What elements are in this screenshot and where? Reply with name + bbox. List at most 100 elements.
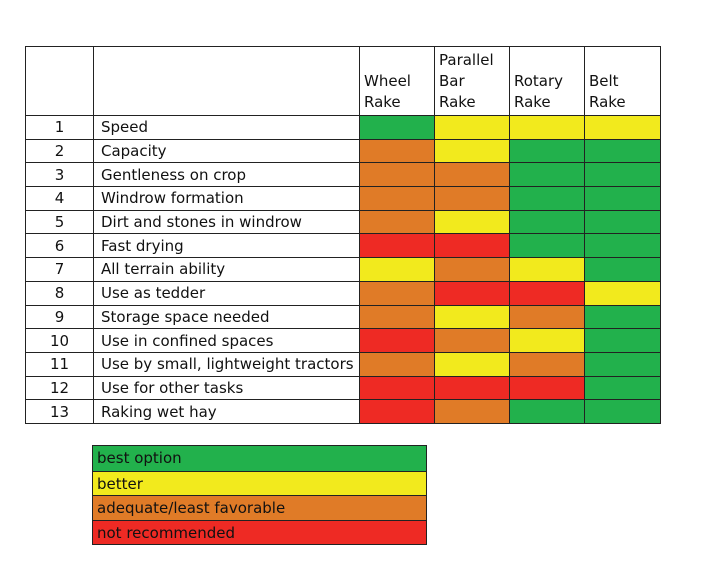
- header-row: Wheel Rake Parallel Bar Rake Rotary Rake…: [25, 46, 661, 116]
- factor-label: Dirt and stones in windrow: [93, 209, 360, 235]
- table-body: 1 Speed 2 Capacity 3 Gentleness on crop 4 Windr…: [25, 115, 661, 424]
- row-number: 11: [25, 351, 94, 377]
- header-line: Rake: [439, 93, 476, 111]
- rating-cell-wheel: [359, 162, 435, 188]
- table-row: 12 Use for other tasks: [25, 375, 661, 401]
- header-line: Belt: [589, 72, 619, 90]
- rating-cell-parallel: [434, 209, 510, 235]
- rating-cell-wheel: [359, 375, 435, 401]
- color-legend: best option better adequate/least favorabl…: [92, 445, 427, 545]
- factor-label: Use for other tasks: [93, 375, 360, 401]
- table-row: 6 Fast drying: [25, 233, 661, 259]
- header-line: Rake: [589, 93, 626, 111]
- row-number: 1: [25, 115, 94, 140]
- row-number: 10: [25, 328, 94, 353]
- rating-cell-belt: [584, 186, 661, 211]
- table-row: 10 Use in confined spaces: [25, 328, 661, 353]
- rating-cell-rotary: [509, 209, 585, 235]
- row-number: 6: [25, 233, 94, 259]
- row-number: 7: [25, 257, 94, 282]
- rating-cell-belt: [584, 304, 661, 330]
- rake-comparison-table: Wheel Rake Parallel Bar Rake Rotary Rake…: [25, 46, 661, 424]
- factor-label: Capacity: [93, 138, 360, 164]
- rating-cell-parallel: [434, 138, 510, 164]
- rating-cell-rotary: [509, 233, 585, 259]
- legend-item-best: best option: [93, 446, 426, 471]
- header-line: Rake: [514, 93, 551, 111]
- table-row: 7 All terrain ability: [25, 257, 661, 282]
- factor-label: Speed: [93, 115, 360, 140]
- rating-cell-rotary: [509, 186, 585, 211]
- rating-cell-rotary: [509, 162, 585, 188]
- rating-cell-rotary: [509, 257, 585, 282]
- rating-cell-belt: [584, 399, 661, 424]
- row-number: 2: [25, 138, 94, 164]
- table-row: 3 Gentleness on crop: [25, 162, 661, 188]
- rating-cell-wheel: [359, 138, 435, 164]
- header-belt-rake: Belt Rake: [584, 46, 661, 116]
- rating-cell-parallel: [434, 304, 510, 330]
- rating-cell-parallel: [434, 233, 510, 259]
- header-line: Rake: [364, 93, 401, 111]
- rating-cell-belt: [584, 209, 661, 235]
- rating-cell-belt: [584, 162, 661, 188]
- table-row: 13 Raking wet hay: [25, 399, 661, 424]
- rating-cell-rotary: [509, 304, 585, 330]
- row-number: 13: [25, 399, 94, 424]
- header-line: Bar: [439, 72, 465, 90]
- factor-label: Use as tedder: [93, 280, 360, 306]
- factor-label: All terrain ability: [93, 257, 360, 282]
- rating-cell-belt: [584, 280, 661, 306]
- header-number-cell: [25, 46, 94, 116]
- legend-item-adequate: adequate/least favorable: [93, 495, 426, 520]
- rating-cell-rotary: [509, 328, 585, 353]
- row-number: 3: [25, 162, 94, 188]
- rating-cell-wheel: [359, 233, 435, 259]
- table-row: 11 Use by small, lightweight tractors: [25, 351, 661, 377]
- rating-cell-rotary: [509, 375, 585, 401]
- factor-label: Fast drying: [93, 233, 360, 259]
- rating-cell-rotary: [509, 280, 585, 306]
- legend-item-better: better: [93, 470, 426, 495]
- rating-cell-belt: [584, 138, 661, 164]
- rating-cell-wheel: [359, 186, 435, 211]
- rating-cell-wheel: [359, 115, 435, 140]
- rating-cell-wheel: [359, 209, 435, 235]
- row-number: 5: [25, 209, 94, 235]
- rating-cell-parallel: [434, 351, 510, 377]
- rating-cell-wheel: [359, 399, 435, 424]
- rating-cell-wheel: [359, 328, 435, 353]
- factor-label: Use by small, lightweight tractors: [93, 351, 360, 377]
- rating-cell-rotary: [509, 115, 585, 140]
- legend-item-not: not recommended: [93, 519, 426, 544]
- table-row: 8 Use as tedder: [25, 280, 661, 306]
- table-row: 4 Windrow formation: [25, 186, 661, 211]
- rating-cell-belt: [584, 375, 661, 401]
- header-rotary-rake: Rotary Rake: [509, 46, 585, 116]
- rating-cell-belt: [584, 115, 661, 140]
- rating-cell-rotary: [509, 399, 585, 424]
- rating-cell-belt: [584, 233, 661, 259]
- rating-cell-wheel: [359, 304, 435, 330]
- rating-cell-parallel: [434, 328, 510, 353]
- table-row: 9 Storage space needed: [25, 304, 661, 330]
- header-line: Rotary: [514, 72, 564, 90]
- rating-cell-parallel: [434, 375, 510, 401]
- rating-cell-belt: [584, 257, 661, 282]
- rating-cell-wheel: [359, 280, 435, 306]
- factor-label: Storage space needed: [93, 304, 360, 330]
- row-number: 4: [25, 186, 94, 211]
- factor-label: Use in confined spaces: [93, 328, 360, 353]
- table-row: 2 Capacity: [25, 138, 661, 164]
- rating-cell-wheel: [359, 257, 435, 282]
- table-row: 5 Dirt and stones in windrow: [25, 209, 661, 235]
- factor-label: Gentleness on crop: [93, 162, 360, 188]
- rating-cell-parallel: [434, 257, 510, 282]
- rating-cell-belt: [584, 328, 661, 353]
- header-factor-cell: [93, 46, 360, 116]
- header-wheel-rake: Wheel Rake: [359, 46, 435, 116]
- rating-cell-rotary: [509, 138, 585, 164]
- rating-cell-wheel: [359, 351, 435, 377]
- header-parallel-bar-rake: Parallel Bar Rake: [434, 46, 510, 116]
- rating-cell-parallel: [434, 280, 510, 306]
